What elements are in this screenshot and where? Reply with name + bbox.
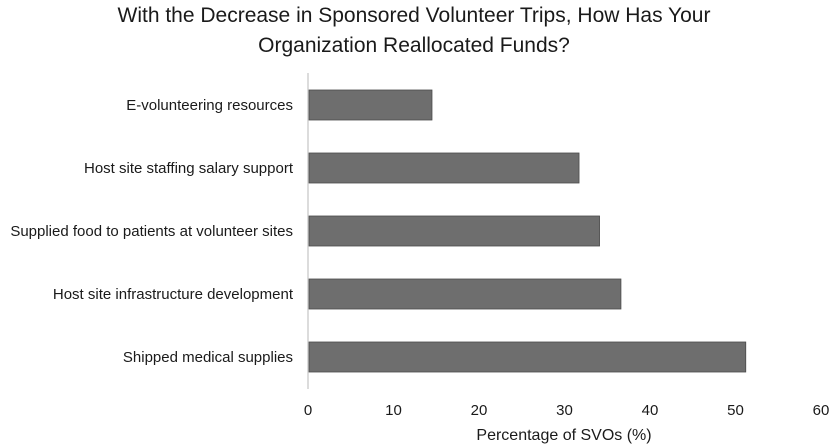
x-tick-label: 40 — [642, 402, 659, 419]
bar — [308, 215, 600, 247]
x-tick-label: 50 — [727, 402, 744, 419]
category-label: Supplied food to patients at volunteer s… — [10, 223, 293, 240]
chart-title: With the Decrease in Sponsored Volunteer… — [118, 4, 711, 57]
category-label: Host site staffing salary support — [84, 160, 294, 177]
chart-title-line-1: With the Decrease in Sponsored Volunteer… — [118, 4, 711, 27]
bar — [308, 89, 433, 121]
x-tick-label: 60 — [813, 402, 829, 419]
plot-area: E-volunteering resources Host site staffi… — [10, 73, 829, 419]
category-label: Host site infrastructure development — [53, 286, 294, 303]
x-tick-label: 20 — [471, 402, 488, 419]
bar — [308, 278, 622, 310]
x-axis-label: Percentage of SVOs (%) — [476, 427, 651, 444]
chart-title-line-2: Organization Reallocated Funds? — [258, 34, 570, 57]
category-label: E-volunteering resources — [126, 97, 293, 114]
x-tick-label: 10 — [385, 402, 402, 419]
bar — [308, 341, 747, 373]
bar — [308, 152, 580, 184]
x-tick-label: 0 — [304, 402, 312, 419]
x-tick-label: 30 — [556, 402, 573, 419]
category-label: Shipped medical supplies — [123, 349, 293, 366]
